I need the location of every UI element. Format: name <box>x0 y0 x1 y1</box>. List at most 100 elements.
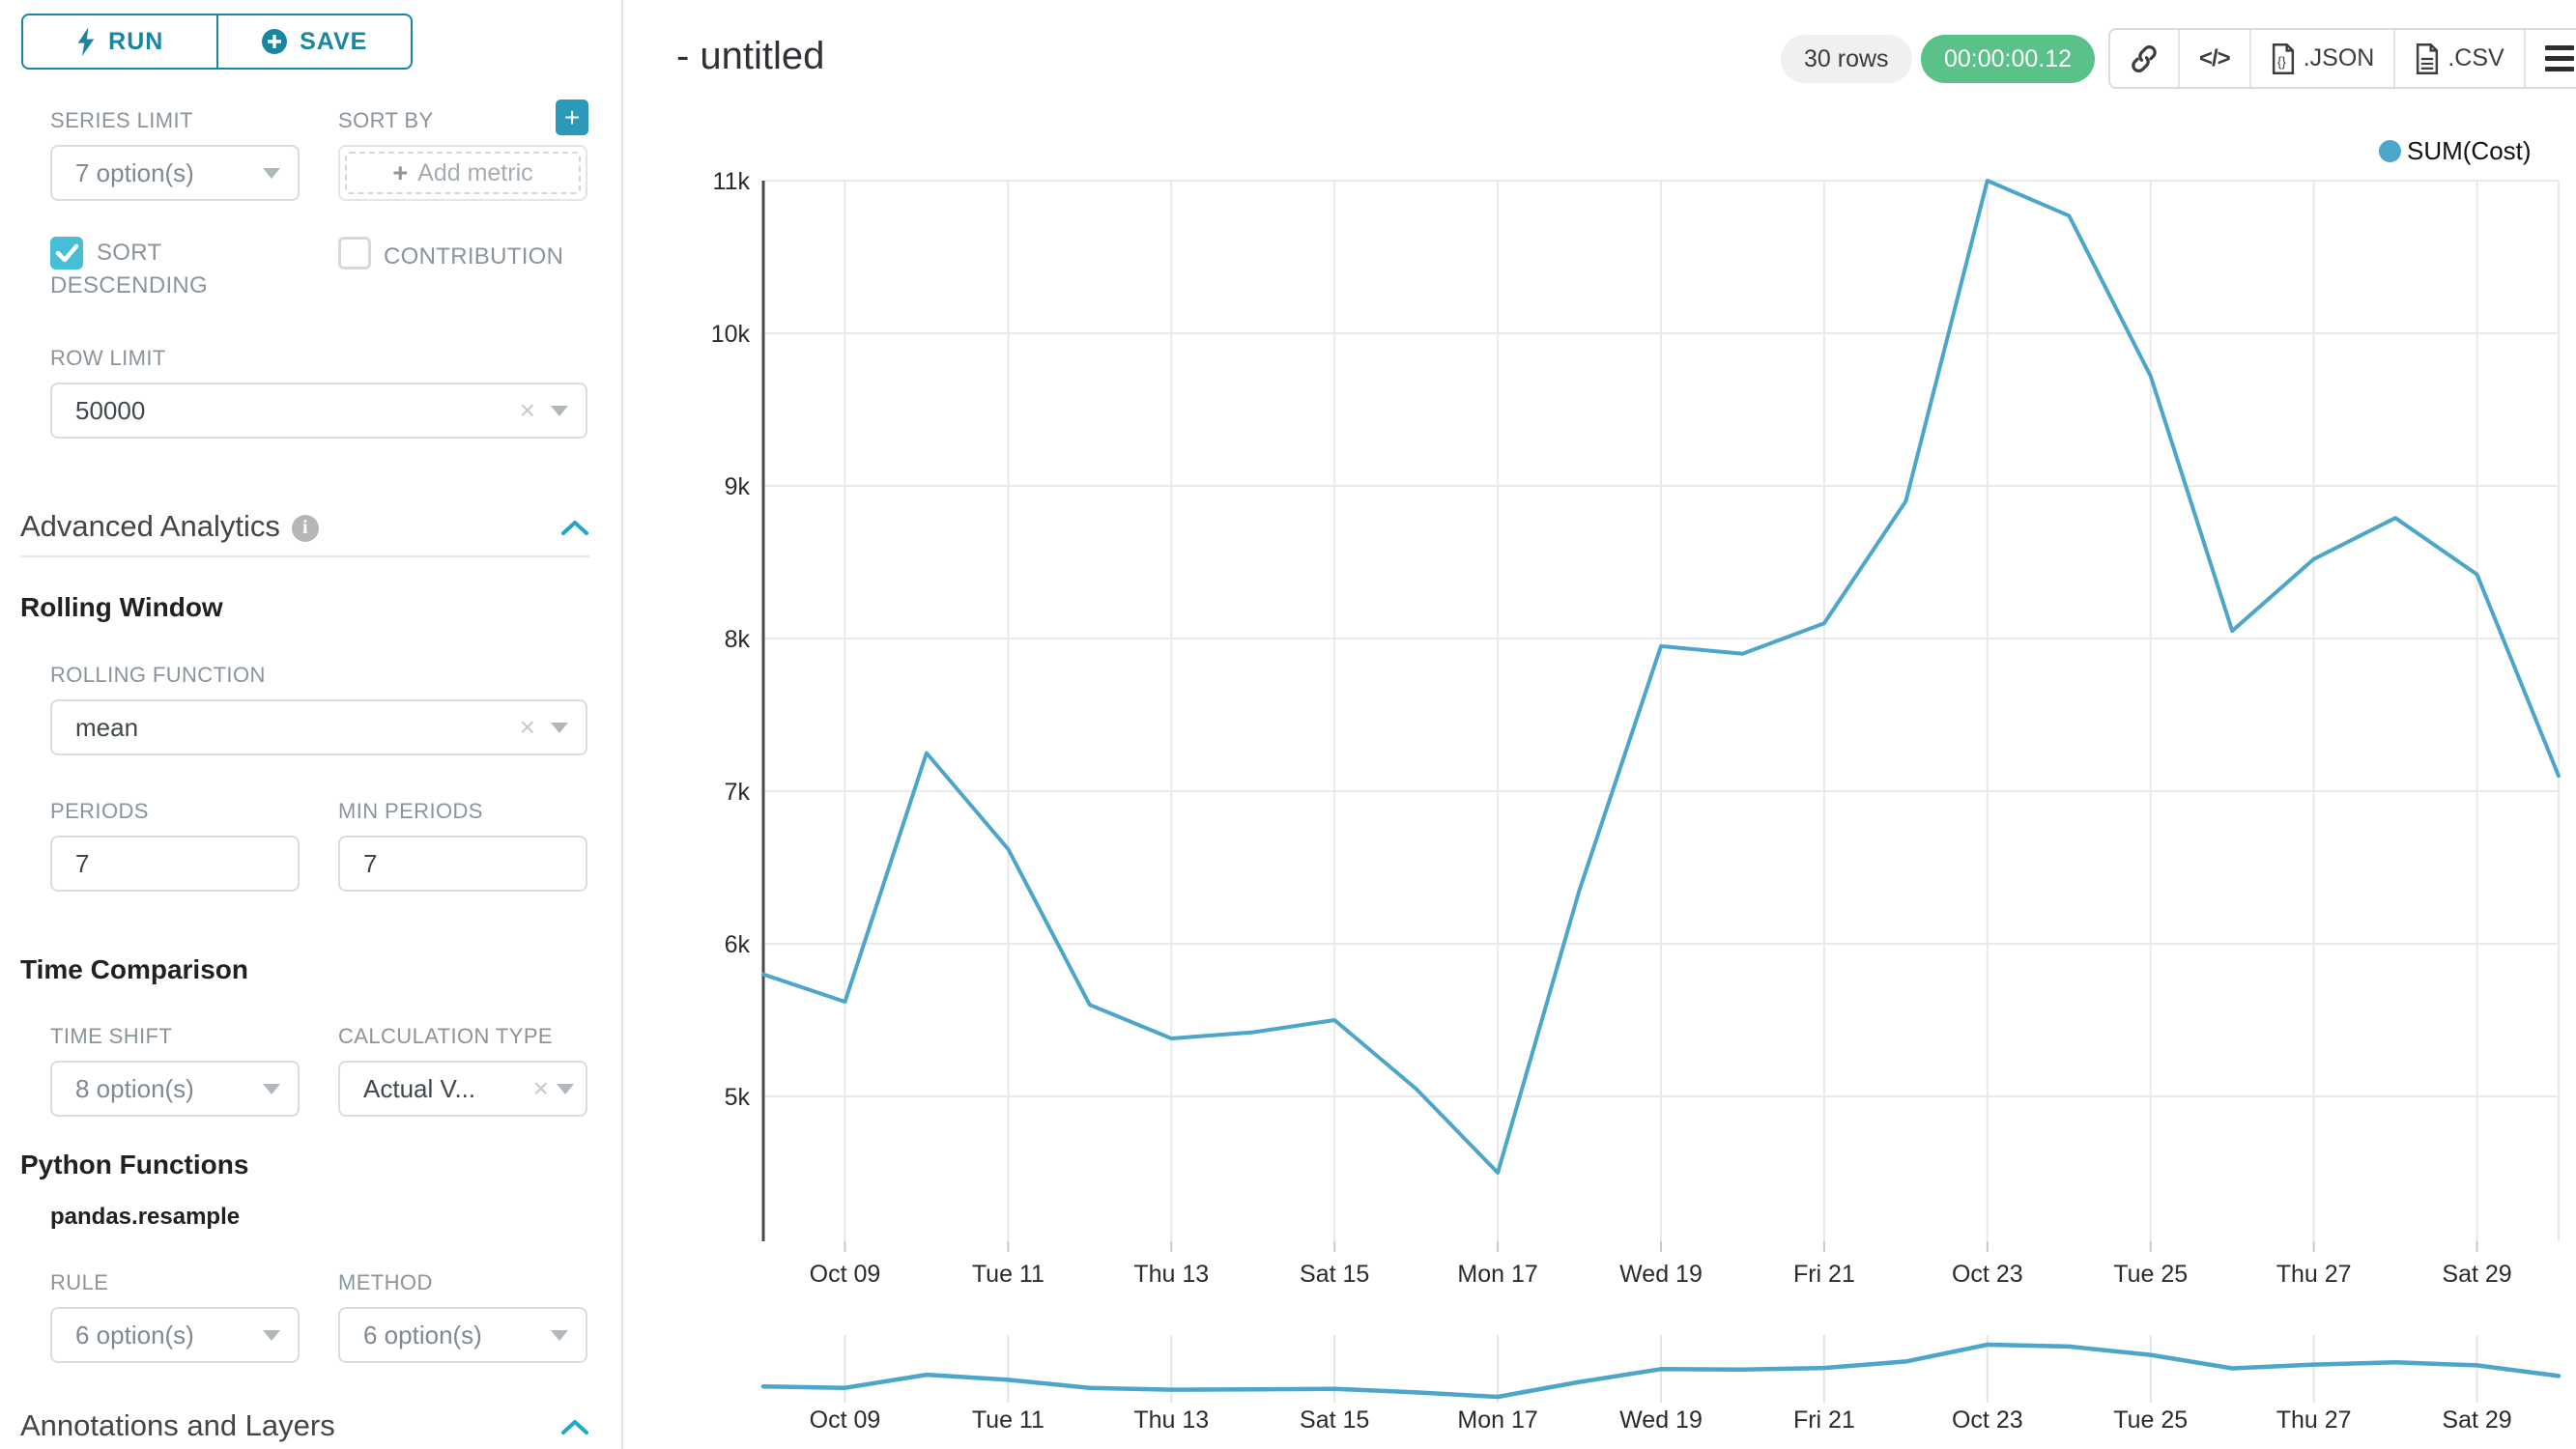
main-chart[interactable]: 5k 6k 7k 8k 9k 10k 11k Oct 09 Tue 11 Thu 13 Sat 15… <box>623 0 2576 1449</box>
hamburger-menu-icon <box>2544 45 2574 71</box>
csv-file-icon <box>2417 43 2439 74</box>
min-periods-input[interactable]: 7 <box>338 836 587 892</box>
contribution-label: CONTRIBUTION <box>384 243 564 270</box>
chevron-down-icon <box>263 167 280 179</box>
query-timer-badge: 00:00:00.12 <box>1921 35 2096 83</box>
sort-by-add-metric[interactable]: + Add metric <box>338 145 587 201</box>
svg-text:Wed 19: Wed 19 <box>1619 1261 1703 1288</box>
export-csv-label: .CSV <box>2447 44 2504 71</box>
svg-text:Tue 25: Tue 25 <box>2113 1406 2188 1434</box>
chart-legend[interactable]: SUM(Cost) <box>2379 136 2532 166</box>
chevron-down-icon <box>551 722 568 733</box>
row-limit-label: ROW LIMIT <box>50 346 166 370</box>
svg-text:Tue 25: Tue 25 <box>2113 1261 2188 1288</box>
chart-series-line[interactable] <box>761 179 2561 1175</box>
plus-icon: + <box>392 157 409 187</box>
series-limit-select[interactable]: 7 option(s) <box>50 145 300 201</box>
chevron-down-icon <box>551 1329 568 1341</box>
chart-axes: 5k 6k 7k 8k 9k 10k 11k Oct 09 Tue 11 Thu 13 Sat 15… <box>711 168 2512 1288</box>
rolling-function-select[interactable]: mean × <box>50 699 587 755</box>
chevron-down-icon <box>263 1083 280 1094</box>
clear-icon[interactable]: × <box>519 395 535 425</box>
min-periods-value: 7 <box>363 848 378 878</box>
periods-label: PERIODS <box>50 799 149 823</box>
svg-text:Oct 09: Oct 09 <box>810 1261 881 1288</box>
contribution-checkbox[interactable] <box>338 237 371 270</box>
svg-text:Mon 17: Mon 17 <box>1457 1406 1537 1434</box>
clear-icon[interactable]: × <box>532 1073 549 1103</box>
export-json-button[interactable]: {} .JSON <box>2248 30 2394 87</box>
time-shift-label: TIME SHIFT <box>50 1024 173 1048</box>
svg-text:Mon 17: Mon 17 <box>1457 1261 1537 1288</box>
chart-menu-button[interactable] <box>2523 30 2576 87</box>
sort-by-label: SORT BY <box>338 108 434 132</box>
time-shift-value: 8 option(s) <box>75 1073 194 1103</box>
save-button[interactable]: SAVE <box>215 15 412 68</box>
control-panel: RUN SAVE SERIES LIMIT SORT BY + 7 option… <box>0 0 623 1449</box>
chevron-down-icon <box>557 1083 574 1094</box>
method-value: 6 option(s) <box>363 1320 482 1350</box>
svg-text:8k: 8k <box>725 626 751 653</box>
rolling-function-value: mean <box>75 712 139 742</box>
chevron-up-icon[interactable] <box>560 519 589 536</box>
svg-text:Thu 27: Thu 27 <box>2276 1406 2352 1434</box>
annotations-layers-title: Annotations and Layers <box>20 1408 335 1442</box>
run-button-label: RUN <box>108 27 164 55</box>
rolling-window-title: Rolling Window <box>20 592 223 622</box>
svg-text:Sat 15: Sat 15 <box>1300 1261 1369 1288</box>
time-shift-select[interactable]: 8 option(s) <box>50 1061 300 1117</box>
clear-icon[interactable]: × <box>519 712 535 742</box>
advanced-analytics-title: Advanced Analytics <box>20 509 280 543</box>
svg-text:Thu 27: Thu 27 <box>2276 1261 2352 1288</box>
svg-text:10k: 10k <box>711 321 751 348</box>
svg-text:Fri 21: Fri 21 <box>1793 1406 1855 1434</box>
time-comparison-title: Time Comparison <box>20 954 248 984</box>
method-select[interactable]: 6 option(s) <box>338 1307 587 1363</box>
embed-code-button[interactable]: </> <box>2178 30 2249 87</box>
section-divider <box>20 555 589 557</box>
svg-text:Sat 29: Sat 29 <box>2442 1406 2511 1434</box>
svg-text:6k: 6k <box>725 931 751 958</box>
svg-text:Wed 19: Wed 19 <box>1619 1406 1703 1434</box>
run-button[interactable]: RUN <box>23 15 216 68</box>
export-csv-button[interactable]: .CSV <box>2393 30 2523 87</box>
rolling-function-label: ROLLING FUNCTION <box>50 663 266 687</box>
chevron-down-icon <box>551 405 568 416</box>
rule-select[interactable]: 6 option(s) <box>50 1307 300 1363</box>
method-label: METHOD <box>338 1270 433 1294</box>
code-icon: </> <box>2199 44 2231 71</box>
svg-text:Oct 23: Oct 23 <box>1952 1406 2023 1434</box>
periods-value: 7 <box>75 848 90 878</box>
chart-gridlines <box>763 180 2560 1252</box>
svg-text:Thu 13: Thu 13 <box>1133 1406 1209 1434</box>
minimap-chart[interactable]: Oct 09 Tue 11 Thu 13 Sat 15 Mon 17 Wed 19 Fri … <box>760 1335 2562 1434</box>
calculation-type-value: Actual V... <box>363 1073 476 1103</box>
calculation-type-select[interactable]: Actual V... × <box>338 1061 587 1117</box>
sort-descending-label-line2: DESCENDING <box>50 272 209 298</box>
chart-title[interactable]: - untitled <box>676 35 825 77</box>
min-periods-label: MIN PERIODS <box>338 799 483 823</box>
info-icon: i <box>291 514 319 542</box>
python-functions-title: Python Functions <box>20 1150 249 1179</box>
calculation-type-label: CALCULATION TYPE <box>338 1024 553 1048</box>
row-limit-select[interactable]: 50000 × <box>50 383 587 439</box>
svg-text:11k: 11k <box>713 168 751 195</box>
periods-input[interactable]: 7 <box>50 836 300 892</box>
export-json-label: .JSON <box>2303 44 2375 71</box>
series-limit-label: SERIES LIMIT <box>50 108 193 132</box>
rule-value: 6 option(s) <box>75 1320 194 1350</box>
advanced-analytics-header[interactable]: Advanced Analytics i <box>20 509 319 544</box>
svg-text:9k: 9k <box>725 473 751 500</box>
add-sort-button[interactable]: + <box>556 99 588 135</box>
rule-label: RULE <box>50 1270 109 1294</box>
copy-link-button[interactable] <box>2110 30 2178 87</box>
check-icon <box>55 243 79 263</box>
svg-text:5k: 5k <box>725 1084 751 1111</box>
sort-descending-checkbox[interactable] <box>50 237 83 270</box>
save-button-label: SAVE <box>300 27 368 55</box>
json-file-icon: {} <box>2272 43 2294 74</box>
svg-text:Thu 13: Thu 13 <box>1133 1261 1209 1288</box>
svg-text:Oct 23: Oct 23 <box>1952 1261 2023 1288</box>
chevron-up-icon[interactable] <box>560 1418 589 1435</box>
annotations-layers-header[interactable]: Annotations and Layers <box>20 1408 335 1443</box>
